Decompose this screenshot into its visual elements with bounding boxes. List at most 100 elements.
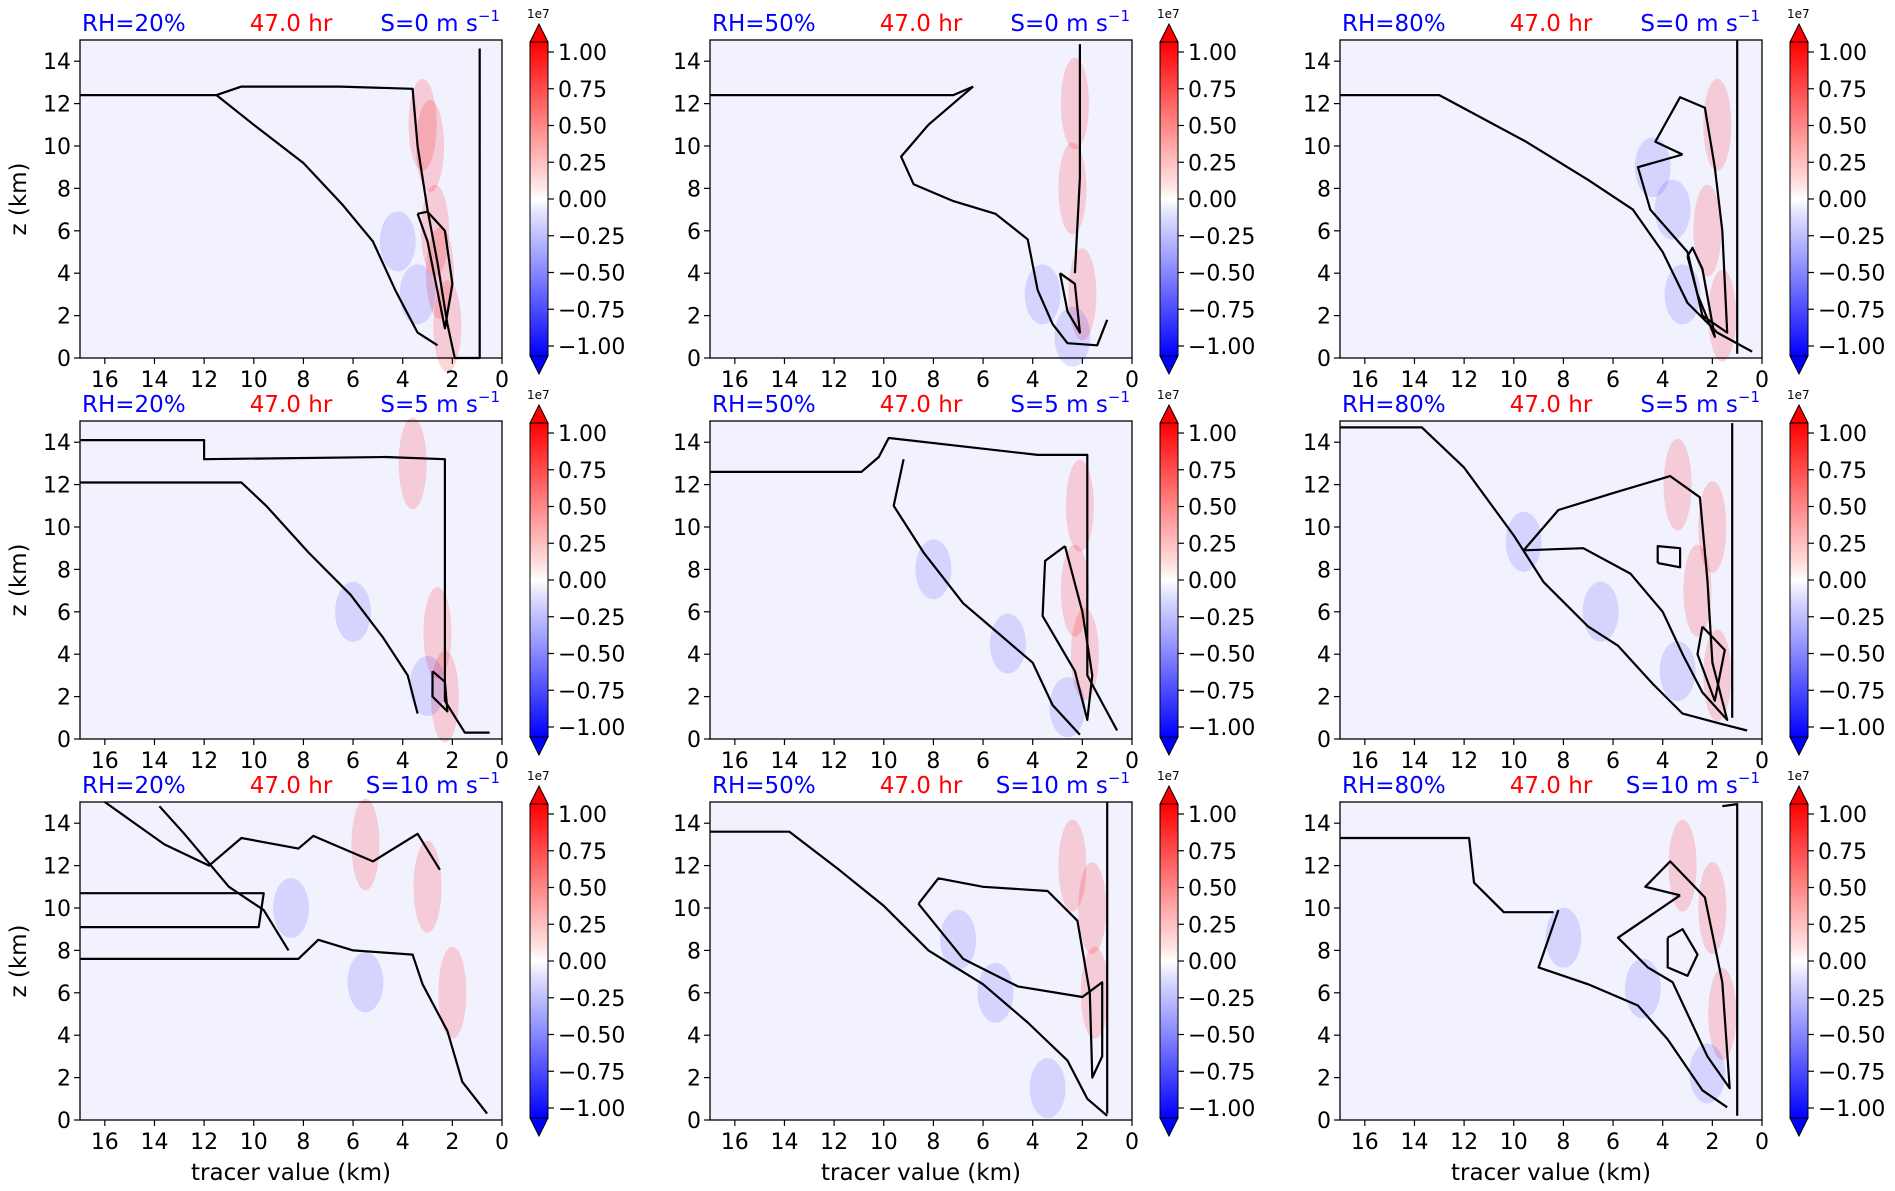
x-tick-label: 14	[770, 749, 798, 774]
y-axis-label: z (km)	[6, 924, 32, 997]
negative-anomaly-region	[989, 613, 1026, 674]
colorbar-exponent: 1e7	[1787, 388, 1810, 402]
colorbar	[1159, 803, 1179, 1119]
colorbar-max-arrow	[1159, 403, 1179, 424]
x-tick-label: 10	[1500, 1130, 1528, 1155]
colorbar-tick-label: −1.00	[1818, 335, 1885, 360]
x-tick-label: 0	[1125, 1130, 1139, 1155]
panel-3: 16 14 12 10 8 6 4 2 0 0 2 4 6 8 10 12 14 RH=80% 47.0 hr S=0…	[1303, 7, 1885, 393]
x-tick-label: 4	[1656, 749, 1670, 774]
colorbar-tick-label: 0.50	[1188, 115, 1237, 140]
colorbar-min-arrow	[1789, 355, 1809, 376]
colorbar-tick-label: −1.00	[558, 716, 625, 741]
y-axis-label: z (km)	[6, 162, 32, 235]
x-tick-label: 16	[721, 749, 749, 774]
colorbar-tick-label: 1.00	[558, 41, 607, 66]
contour-line	[1340, 426, 1748, 732]
negative-anomaly-region	[379, 211, 416, 272]
panel-7: 16 14 12 10 8 6 4 2 0 0 2 4 6 8 10 12 14 z (km) tracer val…	[6, 769, 625, 1186]
positive-anomaly-region	[1708, 269, 1737, 362]
colorbar-tick-label: −0.75	[1188, 298, 1255, 323]
colorbar-exponent: 1e7	[1157, 769, 1180, 783]
negative-anomaly-region	[1545, 907, 1582, 968]
colorbar-tick-label: −1.00	[558, 335, 625, 360]
colorbar-tick-label: −0.50	[1188, 1024, 1255, 1049]
colorbar-tick-label: −0.50	[558, 643, 625, 668]
plot-area	[1340, 802, 1762, 1120]
plot-area	[710, 40, 1132, 358]
x-tick-label: 8	[1556, 1130, 1570, 1155]
contour-line	[1522, 475, 1729, 721]
contour-line	[80, 892, 265, 929]
y-tick-label: 8	[1317, 939, 1331, 964]
shear-label: S=10 m s−1	[1626, 769, 1760, 799]
colorbar-tick-label: 0.50	[1818, 496, 1867, 521]
time-label: 47.0 hr	[1510, 392, 1593, 418]
plot-frame	[1339, 39, 1763, 359]
contour-line	[1340, 836, 1554, 914]
colorbar-exponent: 1e7	[527, 769, 550, 783]
x-tick-label: 10	[1500, 749, 1528, 774]
y-tick-label: 10	[43, 897, 71, 922]
y-tick-label: 14	[43, 812, 71, 837]
x-tick-label: 4	[1656, 1130, 1670, 1155]
y-tick-label: 10	[1303, 516, 1331, 541]
colorbar-tick-label: 0.25	[558, 913, 607, 938]
positive-anomaly-region	[1663, 438, 1692, 531]
colorbar-tick-label: −0.50	[1818, 262, 1885, 287]
colorbar-tick-label: 0.00	[1188, 569, 1237, 594]
y-tick-label: 10	[1303, 135, 1331, 160]
y-tick-label: 12	[673, 93, 701, 118]
colorbar-tick-label: 0.50	[1818, 877, 1867, 902]
y-axis-label: z (km)	[6, 543, 32, 616]
x-tick-label: 16	[91, 749, 119, 774]
negative-anomaly-region	[1029, 1058, 1066, 1119]
panel-6: 16 14 12 10 8 6 4 2 0 0 2 4 6 8 10 12 14 RH=80% 47.0 hr S=5…	[1303, 388, 1885, 774]
y-tick-label: 12	[1303, 93, 1331, 118]
colorbar-tick-label: 0.25	[558, 532, 607, 557]
x-tick-label: 0	[1125, 749, 1139, 774]
x-tick-label: 2	[445, 368, 459, 393]
plot-frame	[709, 801, 1133, 1121]
plot-area	[710, 802, 1132, 1120]
colorbar-tick-label: 1.00	[1188, 41, 1237, 66]
colorbar-min-arrow	[529, 1117, 549, 1138]
colorbar-tick-label: −1.00	[1188, 1097, 1255, 1122]
y-tick-label: 2	[1317, 305, 1331, 330]
time-label: 47.0 hr	[250, 773, 333, 799]
x-tick-label: 2	[1075, 368, 1089, 393]
colorbar-tick-label: −1.00	[558, 1097, 625, 1122]
colorbar	[1159, 41, 1179, 357]
positive-anomaly-region	[1078, 862, 1107, 954]
x-tick-label: 12	[190, 368, 218, 393]
colorbar-tick-label: −0.25	[1188, 606, 1255, 631]
contour-line	[892, 458, 1081, 736]
x-axis-label: tracer value (km)	[1451, 1160, 1651, 1186]
rh-label: RH=80%	[1342, 392, 1446, 418]
contour-line	[1340, 94, 1753, 353]
negative-anomaly-region	[1582, 581, 1619, 642]
x-tick-label: 8	[296, 368, 310, 393]
x-tick-label: 2	[1075, 749, 1089, 774]
y-tick-label: 0	[1317, 1109, 1331, 1134]
contour-line	[80, 439, 490, 734]
colorbar-min-arrow	[529, 355, 549, 376]
time-label: 47.0 hr	[880, 392, 963, 418]
y-tick-label: 10	[1303, 897, 1331, 922]
colorbar-tick-label: 0.00	[1818, 950, 1867, 975]
contour-line	[104, 801, 441, 871]
y-tick-label: 6	[687, 601, 701, 626]
negative-anomaly-region	[1024, 264, 1061, 325]
colorbar	[1789, 803, 1809, 1119]
panel-4: 16 14 12 10 8 6 4 2 0 0 2 4 6 8 10 12 14 z (km) RH=20% 47.0…	[6, 388, 625, 774]
x-tick-label: 10	[1500, 368, 1528, 393]
contour-line	[1666, 928, 1699, 977]
x-tick-label: 6	[976, 749, 990, 774]
colorbar-min-arrow	[1789, 736, 1809, 757]
x-tick-label: 6	[1606, 749, 1620, 774]
x-tick-label: 2	[1705, 749, 1719, 774]
colorbar-tick-label: 0.25	[1818, 913, 1867, 938]
x-tick-label: 14	[1400, 1130, 1428, 1155]
y-tick-label: 14	[43, 50, 71, 75]
colorbar-tick-label: 1.00	[1188, 803, 1237, 828]
